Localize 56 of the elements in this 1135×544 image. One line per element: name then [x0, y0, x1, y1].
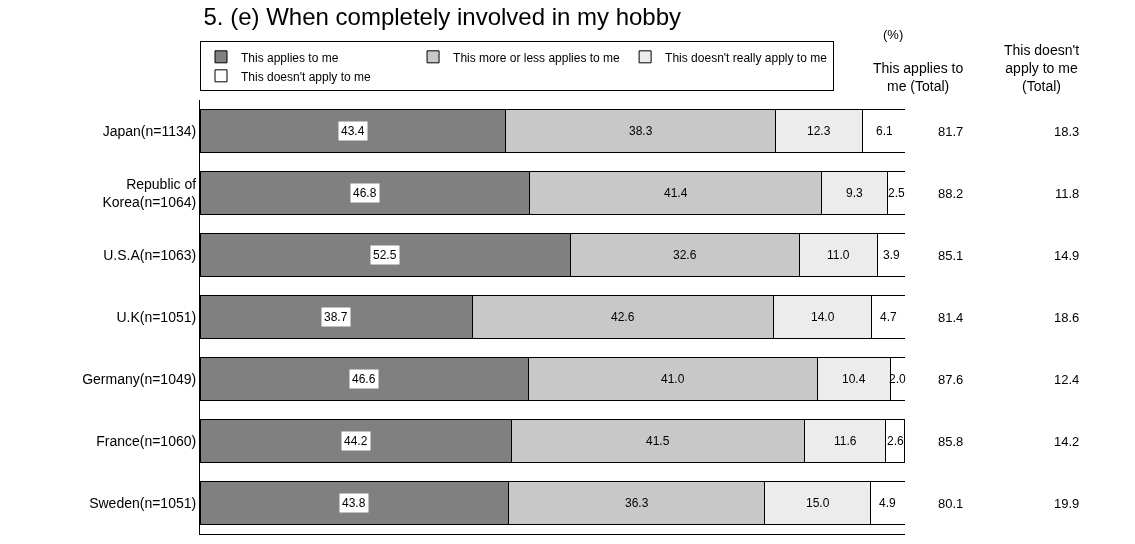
- data-label: 41.0: [661, 372, 685, 386]
- text: 87.6: [938, 372, 964, 387]
- text: This doesn't apply to me (Total): [1004, 42, 1080, 95]
- data-label: 6.1: [876, 124, 894, 138]
- legend-label: This applies to me: [241, 50, 339, 65]
- text: 12.4: [1054, 372, 1080, 387]
- data-label: 2.5: [888, 186, 906, 200]
- data-label: 36.3: [625, 496, 649, 510]
- data-label: 38.7: [324, 310, 348, 324]
- data-label: 38.3: [629, 124, 653, 138]
- text: 18.6: [1054, 310, 1080, 325]
- legend-label: This doesn't really apply to me: [665, 50, 828, 65]
- data-label: 2.6: [887, 434, 905, 448]
- y-tick-label: U.K(n=1051): [116, 308, 197, 325]
- data-label: 15.0: [806, 496, 830, 510]
- data-label: 14.0: [811, 310, 835, 324]
- data-label: 4.7: [880, 310, 898, 324]
- text: 81.7: [938, 124, 964, 139]
- data-label: 41.5: [646, 434, 670, 448]
- y-tick-label: Japan(n=1134): [102, 122, 197, 139]
- data-label: 44.2: [344, 434, 368, 448]
- y-tick-label: Germany(n=1049): [82, 370, 197, 387]
- data-label: 46.6: [352, 372, 376, 386]
- data-label: 32.6: [673, 248, 697, 262]
- data-label: 11.0: [827, 248, 850, 262]
- chart-title: 5. (e) When completely involved in my hobby: [203, 2, 682, 30]
- data-label: 43.4: [341, 124, 365, 138]
- data-label: 42.6: [611, 310, 635, 324]
- data-label: 43.8: [342, 496, 366, 510]
- text: 11.8: [1055, 186, 1080, 201]
- y-tick-label: Sweden(n=1051): [89, 494, 197, 511]
- text: 14.9: [1054, 248, 1080, 263]
- y-tick-label: Republic of Korea(n=1064): [102, 175, 197, 210]
- text: 85.1: [938, 248, 964, 263]
- text: 14.2: [1054, 434, 1080, 449]
- y-tick-label: France(n=1060): [96, 432, 197, 449]
- y-tick-label: U.S.A(n=1063): [103, 246, 197, 263]
- data-label: 10.4: [842, 372, 866, 386]
- data-label: 41.4: [664, 186, 688, 200]
- legend-label: This doesn't apply to me: [241, 69, 372, 84]
- text: 81.4: [938, 310, 964, 325]
- data-label: 52.5: [373, 248, 397, 262]
- data-label: 3.9: [883, 248, 901, 262]
- text: 88.2: [938, 186, 964, 201]
- legend-label: This more or less applies to me: [453, 50, 621, 65]
- text: 80.1: [938, 496, 964, 511]
- data-label: 4.9: [879, 496, 897, 510]
- data-label: 46.8: [353, 186, 377, 200]
- data-label: 9.3: [846, 186, 864, 200]
- text: 19.9: [1054, 496, 1080, 511]
- data-label: 12.3: [807, 124, 831, 138]
- text: 85.8: [938, 434, 964, 449]
- text: This applies to me (Total): [873, 60, 964, 95]
- text: (%): [883, 27, 904, 42]
- data-label: 11.6: [834, 434, 857, 448]
- text: 18.3: [1054, 124, 1080, 139]
